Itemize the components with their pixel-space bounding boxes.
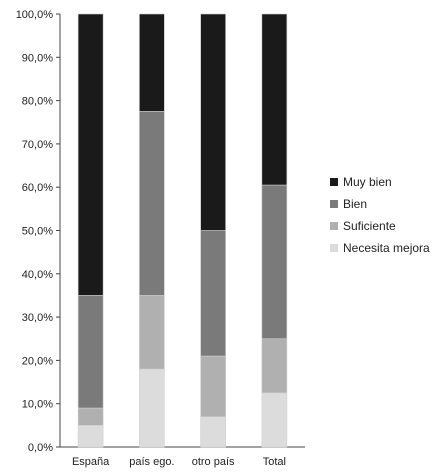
x-axis-labels: España país ego. otro país Total bbox=[72, 456, 286, 468]
x-category-label: otro país bbox=[192, 456, 235, 468]
y-tick-label: 90,0% bbox=[22, 52, 53, 64]
x-category-label: Total bbox=[263, 456, 286, 468]
x-category-label: España bbox=[72, 456, 110, 468]
bar-segment bbox=[200, 355, 226, 417]
bar-segment bbox=[77, 295, 104, 409]
y-tick-label: 80,0% bbox=[22, 96, 53, 108]
bar-segment bbox=[77, 407, 104, 426]
bar-segment bbox=[139, 111, 165, 296]
legend-swatch bbox=[330, 222, 338, 230]
bar-segment bbox=[200, 230, 226, 357]
y-tick-label: 50,0% bbox=[22, 226, 53, 238]
y-axis-ticks: 0,0% 10,0% 20,0% 30,0% 40,0% 50,0% 60,0% 70,0% 8… bbox=[16, 9, 60, 454]
legend-swatch bbox=[330, 244, 338, 252]
bar-segment bbox=[139, 295, 165, 370]
legend-swatch bbox=[330, 200, 338, 208]
y-tick-label: 60,0% bbox=[22, 182, 53, 194]
bar-segment bbox=[139, 13, 165, 112]
bar-segment bbox=[200, 416, 226, 448]
y-tick-label: 40,0% bbox=[22, 269, 53, 281]
bar-segment bbox=[261, 184, 288, 340]
bar-segment bbox=[261, 13, 288, 186]
legend: Muy bien Bien Suficiente Necesita mejora bbox=[330, 175, 430, 255]
y-tick-label: 70,0% bbox=[22, 139, 53, 151]
y-tick-label: 0,0% bbox=[28, 442, 53, 454]
bar-segment bbox=[261, 392, 288, 448]
bar-segment bbox=[261, 338, 288, 394]
bars bbox=[77, 13, 288, 448]
bar-segment bbox=[200, 13, 226, 231]
y-tick-label: 100,0% bbox=[16, 9, 54, 21]
bar-segment bbox=[77, 13, 104, 296]
legend-label: Suficiente bbox=[343, 219, 396, 233]
legend-label: Bien bbox=[343, 197, 367, 211]
y-tick-label: 20,0% bbox=[22, 355, 53, 367]
bar-segment bbox=[77, 425, 104, 448]
legend-label: Muy bien bbox=[343, 175, 392, 189]
legend-swatch bbox=[330, 178, 338, 186]
legend-label: Necesita mejora bbox=[343, 241, 430, 255]
y-tick-label: 10,0% bbox=[22, 399, 53, 411]
bar-segment bbox=[139, 368, 165, 448]
x-category-label: país ego. bbox=[129, 456, 174, 468]
y-tick-label: 30,0% bbox=[22, 312, 53, 324]
